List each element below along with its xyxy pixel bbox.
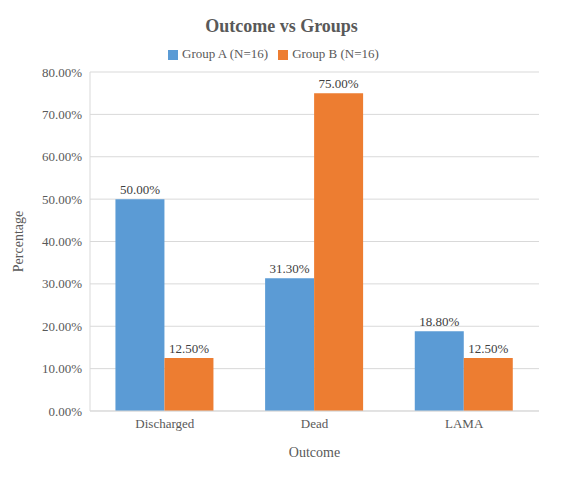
svg-text:Discharged: Discharged [135,416,194,431]
svg-text:LAMA: LAMA [445,416,484,431]
svg-text:0.00%: 0.00% [48,404,82,419]
svg-text:40.00%: 40.00% [42,234,82,249]
svg-text:50.00%: 50.00% [120,182,160,197]
svg-text:31.30%: 31.30% [270,261,310,276]
svg-text:70.00%: 70.00% [42,107,82,122]
svg-text:20.00%: 20.00% [42,319,82,334]
svg-text:12.50%: 12.50% [169,341,209,356]
svg-text:50.00%: 50.00% [42,192,82,207]
svg-text:Percentage: Percentage [11,211,26,272]
svg-text:10.00%: 10.00% [42,361,82,376]
svg-text:80.00%: 80.00% [42,65,82,80]
svg-text:Dead: Dead [301,416,329,431]
svg-text:12.50%: 12.50% [468,341,508,356]
svg-text:75.00%: 75.00% [319,76,359,91]
html-text:Outcome vs Groups: Outcome vs Groups [205,16,358,36]
svg-text:30.00%: 30.00% [42,276,82,291]
svg-text:Outcome: Outcome [289,445,340,460]
html-text:Group A (N=16): Group A (N=16) [182,46,269,61]
svg-text:60.00%: 60.00% [42,149,82,164]
html-text:Group B (N=16): Group B (N=16) [292,46,379,61]
svg-text:18.80%: 18.80% [419,314,459,329]
